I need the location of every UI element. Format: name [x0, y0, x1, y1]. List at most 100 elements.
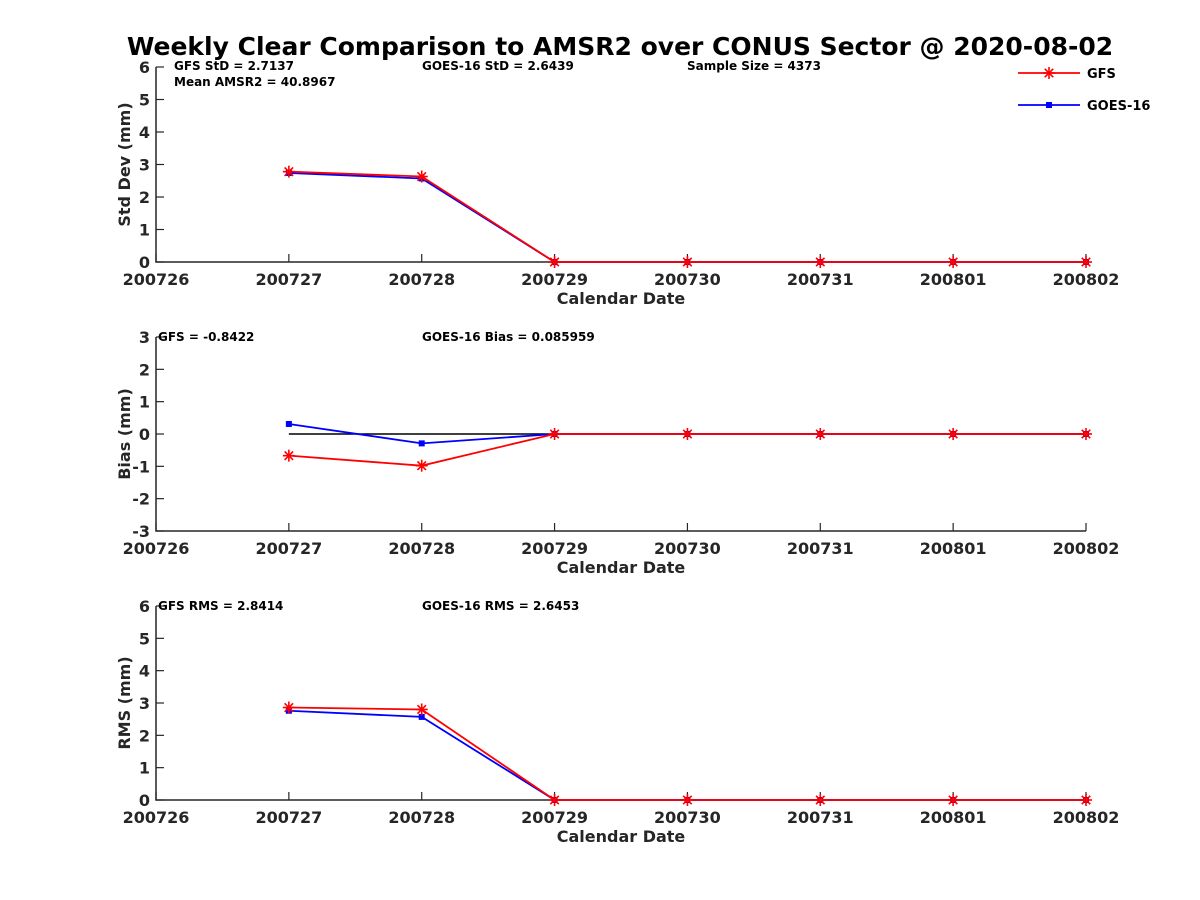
- data-point: [418, 713, 425, 720]
- y-tick-label: 6: [139, 597, 150, 616]
- data-point: [1080, 428, 1092, 440]
- data-point: [285, 420, 292, 427]
- data-point: [681, 256, 694, 268]
- y-tick-label: 0: [139, 253, 150, 272]
- stat-annotation: GOES-16 StD = 2.6439: [422, 59, 574, 73]
- data-point: [814, 428, 827, 440]
- data-point: [282, 165, 295, 178]
- data-point: [947, 256, 960, 268]
- data-point: [947, 794, 960, 806]
- stat-annotation: GFS RMS = 2.8414: [158, 599, 283, 613]
- y-tick-label: 3: [139, 694, 150, 713]
- y-tick-label: -1: [132, 457, 150, 476]
- data-point: [681, 794, 694, 806]
- x-tick-label: 200729: [521, 270, 588, 289]
- x-tick-label: 200726: [123, 270, 190, 289]
- y-tick-label: 2: [139, 188, 150, 207]
- stat-annotation: GOES-16 Bias = 0.085959: [422, 330, 595, 344]
- y-tick-label: 4: [139, 662, 150, 681]
- y-tick-label: 3: [139, 156, 150, 175]
- y-tick-label: 1: [139, 759, 150, 778]
- data-point: [1080, 256, 1092, 268]
- y-axis-label: Std Dev (mm): [115, 102, 134, 226]
- x-tick-label: 200730: [654, 270, 721, 289]
- x-tick-label: 200726: [123, 808, 190, 827]
- data-point: [282, 701, 295, 714]
- data-point: [548, 428, 561, 440]
- y-tick-label: 5: [139, 629, 150, 648]
- x-tick-label: 200728: [388, 270, 455, 289]
- panel-rms-axes: [155, 606, 1086, 801]
- y-tick-label: 2: [139, 726, 150, 745]
- stat-annotation: Mean AMSR2 = 40.8967: [174, 75, 335, 89]
- panel-std-axes: [155, 67, 1086, 263]
- y-tick-label: 1: [139, 221, 150, 240]
- x-tick-label: 200802: [1053, 808, 1120, 827]
- data-point: [282, 449, 295, 462]
- panel-bias: -3 -2 -1 0 1 2 3 200726 200727 200728 200729 200730…: [115, 328, 1119, 577]
- series-goes-16: [285, 169, 1089, 265]
- x-tick-label: 200802: [1053, 539, 1120, 558]
- data-point: [548, 256, 561, 268]
- y-tick-label: 1: [139, 393, 150, 412]
- x-tick-label: 200730: [654, 808, 721, 827]
- series-gfs: [282, 701, 1092, 806]
- legend-marker: [1046, 102, 1052, 108]
- series-line: [288, 172, 1086, 263]
- legend-label: GFS: [1087, 67, 1116, 82]
- stat-annotation: GFS StD = 2.7137: [174, 59, 294, 73]
- x-tick-label: 200801: [920, 539, 987, 558]
- data-point: [415, 170, 428, 183]
- panel-std: 0 1 2 3 4 5 6 200726 200727 200728 200729 200730 200…: [115, 58, 1119, 308]
- series-line: [288, 706, 1086, 801]
- x-tick-label: 200801: [920, 808, 987, 827]
- y-tick-label: -2: [132, 490, 150, 509]
- chart-legend: GFS GOES-16: [1018, 67, 1150, 114]
- stat-annotation: Sample Size = 4373: [687, 59, 821, 73]
- x-tick-label: 200731: [787, 808, 854, 827]
- stat-annotation: GOES-16 RMS = 2.6453: [422, 599, 579, 613]
- panel-rms: 0 1 2 3 4 5 6 200726 200727 200728 200729 200730 200…: [115, 597, 1119, 846]
- y-tick-label: 0: [139, 425, 150, 444]
- x-axis-label: Calendar Date: [557, 289, 686, 308]
- x-tick-label: 200731: [787, 539, 854, 558]
- x-tick-label: 200729: [521, 539, 588, 558]
- y-tick-label: 3: [139, 328, 150, 347]
- series-goes-16: [285, 707, 1089, 803]
- y-tick-label: 2: [139, 360, 150, 379]
- x-tick-label: 200727: [255, 270, 322, 289]
- data-point: [1080, 794, 1092, 806]
- stat-annotation: GFS = -0.8422: [158, 330, 254, 344]
- y-tick-label: 0: [139, 791, 150, 810]
- x-tick-label: 200727: [255, 539, 322, 558]
- data-point: [415, 703, 428, 716]
- x-tick-label: 200728: [388, 539, 455, 558]
- data-point: [418, 440, 425, 447]
- y-axis-label: RMS (mm): [115, 656, 134, 749]
- data-point: [681, 428, 694, 440]
- series-line: [288, 170, 1086, 263]
- x-tick-label: 200801: [920, 270, 987, 289]
- x-tick-label: 200726: [123, 539, 190, 558]
- x-tick-label: 200731: [787, 270, 854, 289]
- y-tick-label: 6: [139, 58, 150, 77]
- y-tick-label: -3: [132, 522, 150, 541]
- x-tick-label: 200729: [521, 808, 588, 827]
- x-axis-label: Calendar Date: [557, 558, 686, 577]
- y-axis-label: Bias (mm): [115, 388, 134, 480]
- data-point: [548, 794, 561, 806]
- legend-entry-goes-16: GOES-16: [1018, 99, 1150, 114]
- chart-title: Weekly Clear Comparison to AMSR2 over CO…: [127, 32, 1113, 61]
- legend-label: GOES-16: [1087, 99, 1150, 114]
- legend-marker: [1043, 67, 1055, 79]
- y-tick-label: 4: [139, 123, 150, 142]
- series-gfs: [282, 165, 1092, 268]
- series-line: [288, 709, 1086, 801]
- x-axis-label: Calendar Date: [557, 827, 686, 846]
- series-gfs: [282, 428, 1092, 472]
- data-point: [814, 794, 827, 806]
- x-tick-label: 200727: [255, 808, 322, 827]
- x-tick-label: 200730: [654, 539, 721, 558]
